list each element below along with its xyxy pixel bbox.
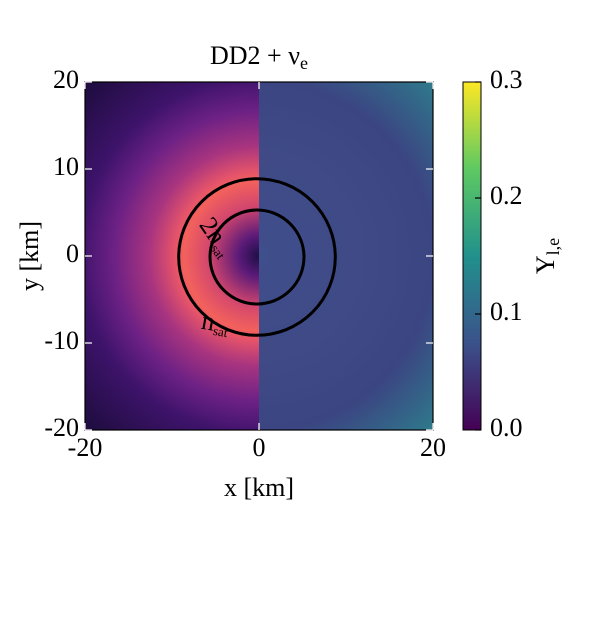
contour [177,177,337,337]
x-tick-label: 0 [253,433,266,462]
colorbar-tick-label: 0.0 [490,413,523,442]
colorbar [462,81,482,431]
chart-title-main: DD2 + ν [210,41,300,70]
y-axis-label: y [km] [15,221,44,291]
contour [208,208,306,306]
density-field [85,82,259,430]
y-tick-label: -20 [44,413,79,442]
colorbar-tick-label: 0.3 [490,65,523,94]
colorbar-label-main: Y [531,255,560,274]
contour-label-main: n [199,306,217,337]
colorbar-tick-label: 0.1 [490,297,523,326]
contour-label: nsat [199,306,232,340]
x-axis-label: x [km] [224,473,294,502]
colorbar-label: Yl,e [531,238,563,274]
colorbar-label-sub: l,e [543,238,563,256]
x-tick-label: -20 [68,433,103,462]
y-tick-label: 0 [66,239,79,268]
contour-label-sub: sat [212,323,229,340]
x-tick-label: 20 [420,433,446,462]
y-tick-label: -10 [44,326,79,355]
y-tick-label: 10 [53,152,79,181]
colorbar-tick-label: 0.2 [490,181,523,210]
y-tick-label: 20 [53,65,79,94]
chart-title-sub: e [300,53,308,73]
lepton-fraction-field [259,82,433,430]
chart-title: DD2 + νe [210,41,308,73]
